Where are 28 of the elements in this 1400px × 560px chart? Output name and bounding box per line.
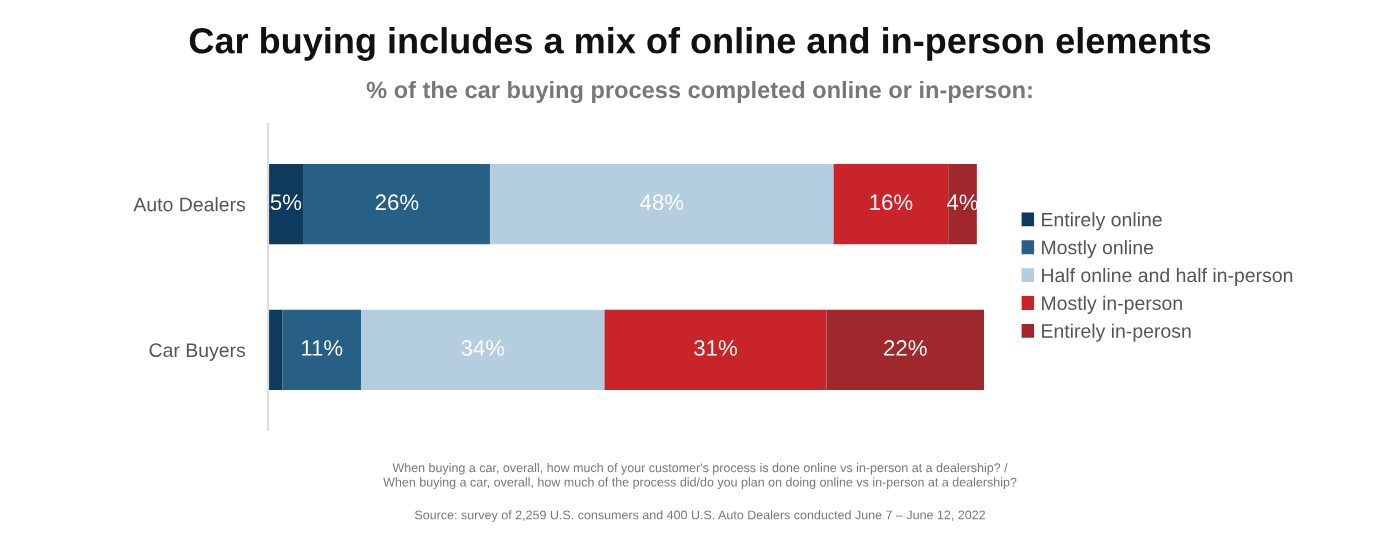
bar [303,164,490,245]
data-label: 5% [270,194,302,211]
data-label: 16% [870,194,913,211]
bar [833,164,949,245]
data-label: 26% [375,194,419,211]
legend-label: Mostly in-person [1042,295,1182,314]
chart-title: Car buying includes a mix of online and in-person elements [189,27,1211,61]
bar [948,164,977,245]
legend-label: Entirely online [1042,212,1162,231]
bar [826,309,984,390]
legend-label: Mostly online [1042,240,1154,259]
data-label: 48% [640,194,684,211]
bar [282,309,362,390]
bar [268,164,304,245]
data-label: 34% [461,340,505,356]
bar [604,309,827,390]
legend-label: Entirely in-perosn [1042,323,1191,342]
chart-subtitle: % of the car buying process completed online or in-person: [366,80,1032,104]
legend-label: Half online and half in-person [1042,267,1293,287]
data-label: 4% [946,194,978,211]
y-tick-label: Auto Dealers [133,197,246,212]
data-label: 11% [301,340,343,356]
y-tick-label: Car Buyers [149,343,246,361]
data-label: 31% [694,340,737,356]
bar [268,309,283,390]
bar [489,164,834,245]
bar [361,309,605,390]
data-label: 22% [884,340,927,356]
